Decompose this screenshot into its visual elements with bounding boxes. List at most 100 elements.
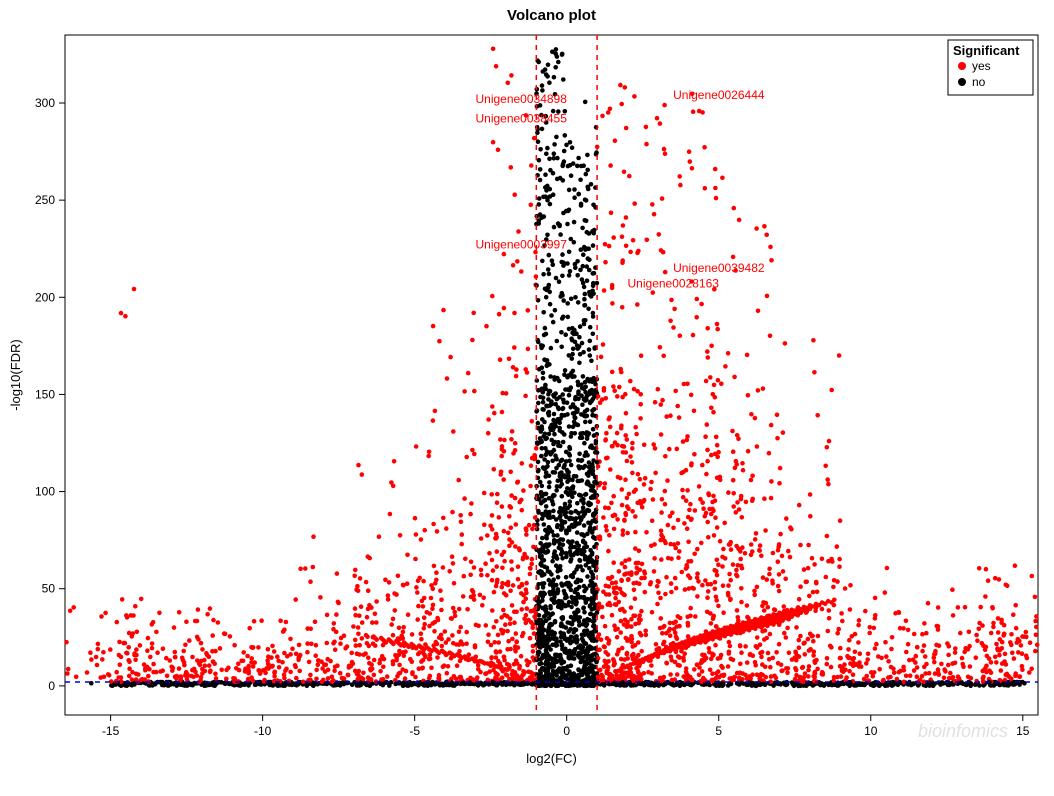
data-point: [492, 625, 497, 630]
data-point: [570, 478, 575, 483]
data-point: [66, 667, 71, 672]
data-point: [582, 610, 587, 615]
data-point: [713, 515, 718, 520]
data-point: [140, 677, 145, 682]
data-point: [662, 147, 667, 152]
data-point: [746, 449, 751, 454]
data-point: [542, 572, 547, 577]
data-point: [584, 172, 589, 177]
data-point: [545, 146, 550, 151]
data-point: [576, 667, 581, 672]
data-point: [755, 672, 760, 677]
data-point: [663, 454, 668, 459]
data-point: [705, 459, 710, 464]
data-point: [211, 660, 216, 665]
data-point: [519, 654, 524, 659]
data-point: [712, 533, 717, 538]
data-point: [815, 590, 820, 595]
data-point: [202, 658, 207, 663]
data-point: [645, 238, 650, 243]
data-point: [820, 670, 825, 675]
data-point: [372, 658, 377, 663]
data-point: [612, 389, 617, 394]
data-point: [653, 400, 658, 405]
data-point: [681, 674, 686, 679]
data-point: [572, 491, 577, 496]
data-point: [906, 642, 911, 647]
data-point: [570, 331, 575, 336]
data-point: [771, 551, 776, 556]
data-point: [734, 568, 739, 573]
data-point: [702, 145, 707, 150]
data-point: [953, 646, 958, 651]
data-point: [989, 660, 994, 665]
data-point: [146, 674, 151, 679]
data-point: [825, 534, 830, 539]
data-point: [715, 525, 720, 530]
data-point: [746, 393, 751, 398]
data-point: [524, 581, 529, 586]
data-point: [553, 592, 558, 597]
data-point: [589, 560, 594, 565]
data-point: [659, 529, 664, 534]
data-point: [571, 369, 576, 374]
data-point: [132, 651, 137, 656]
data-point: [484, 623, 489, 628]
data-point: [920, 649, 925, 654]
data-point: [802, 641, 807, 646]
data-point: [797, 645, 802, 650]
data-point: [543, 619, 548, 624]
data-point: [711, 410, 716, 415]
data-point: [246, 683, 251, 688]
volcano-plot-svg: Volcano plot-15-10-5051015log2(FC)050100…: [0, 0, 1054, 796]
data-point: [581, 264, 586, 269]
data-point: [848, 583, 853, 588]
data-point: [541, 396, 546, 401]
data-point: [621, 592, 626, 597]
data-point: [722, 673, 727, 678]
data-point: [717, 675, 722, 680]
data-point: [999, 668, 1004, 673]
data-point: [776, 584, 781, 589]
data-point: [560, 522, 565, 527]
data-point: [549, 613, 554, 618]
data-point: [249, 656, 254, 661]
data-point: [447, 569, 452, 574]
data-point: [781, 430, 786, 435]
data-point: [311, 565, 316, 570]
data-point: [835, 544, 840, 549]
data-point: [559, 658, 564, 663]
data-point: [638, 416, 643, 421]
data-point: [560, 643, 565, 648]
data-point: [826, 629, 831, 634]
data-point: [501, 608, 506, 613]
data-point: [783, 577, 788, 582]
data-point: [695, 594, 700, 599]
data-point: [775, 413, 780, 418]
data-point: [585, 408, 590, 413]
data-point: [978, 605, 983, 610]
data-point: [577, 335, 582, 340]
data-point: [610, 301, 615, 306]
data-point: [591, 495, 596, 500]
data-point: [582, 589, 587, 594]
data-point: [515, 259, 520, 264]
data-point: [932, 660, 937, 665]
data-point: [591, 458, 596, 463]
data-point: [451, 429, 456, 434]
data-point: [171, 666, 176, 671]
data-point: [544, 295, 549, 300]
data-point: [465, 607, 470, 612]
data-point: [434, 640, 439, 645]
data-point: [256, 645, 261, 650]
data-point: [958, 631, 963, 636]
data-point: [552, 156, 557, 161]
data-point: [118, 662, 123, 667]
data-point: [714, 435, 719, 440]
data-point: [942, 667, 947, 672]
data-point: [417, 576, 422, 581]
data-point: [587, 258, 592, 263]
data-point: [586, 482, 591, 487]
data-point: [332, 668, 337, 673]
data-point: [491, 140, 496, 145]
